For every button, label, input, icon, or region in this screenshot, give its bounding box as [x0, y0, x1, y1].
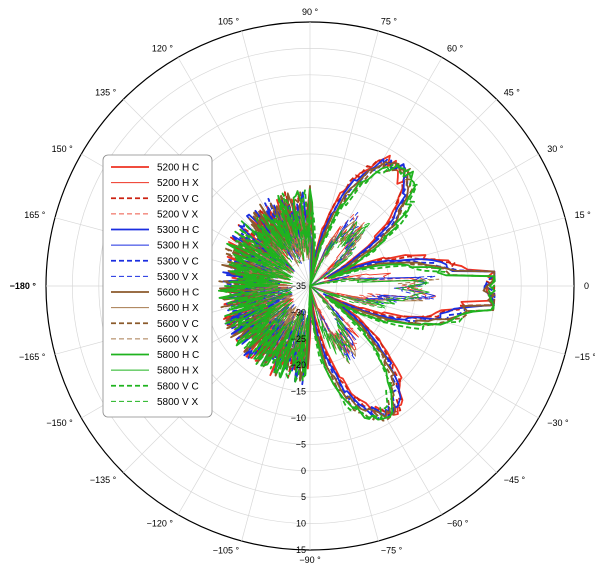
angle-tick-label: −60 °: [447, 518, 469, 528]
legend-label: 5300 H X: [157, 241, 199, 252]
angle-tick-label: −105 °: [213, 546, 240, 556]
legend-label: 5600 V C: [157, 319, 199, 330]
angle-tick-label: −180 °: [10, 281, 37, 291]
angle-tick-label: 60 °: [447, 44, 464, 54]
angle-tick-label: 30 °: [547, 144, 564, 154]
legend-label: 5300 V X: [157, 272, 198, 283]
legend-label: 5200 V C: [157, 194, 199, 205]
angle-tick-label: −150 °: [46, 418, 73, 428]
angle-tick-label: 165 °: [24, 210, 46, 220]
series-line-5800-v-x: [242, 214, 428, 363]
legend-label: 5200 H C: [157, 163, 199, 174]
angle-tick-label: −30 °: [547, 418, 569, 428]
angle-tick-label: 120 °: [152, 44, 174, 54]
legend-label: 5800 H X: [157, 366, 199, 377]
legend-label: 5800 V X: [157, 397, 198, 408]
legend: 5200 H C 5200 H X 5200 V C 5200 V X 5300 H C…: [102, 154, 213, 418]
radial-tick-label: −10: [291, 413, 306, 423]
radial-tick-label: 0: [301, 466, 306, 476]
radial-tick-label: −25: [291, 334, 306, 344]
grid-spoke: [309, 285, 443, 515]
legend-box: [102, 154, 213, 418]
radial-tick-label: −15: [291, 387, 306, 397]
legend-label: 5300 H C: [157, 225, 199, 236]
radial-tick-label: −35: [291, 281, 306, 291]
legend-label: 5800 H C: [157, 350, 199, 361]
angle-tick-label: 0: [584, 281, 589, 291]
angle-tick-label: 105 °: [218, 16, 240, 26]
grid-spoke: [309, 285, 379, 542]
grid-spoke: [309, 217, 566, 287]
angle-tick-label: 15 °: [575, 210, 592, 220]
legend-label: 5600 H X: [157, 303, 199, 314]
legend-label: 5800 V C: [157, 381, 199, 392]
angle-tick-label: −120 °: [147, 518, 174, 528]
angle-tick-label: −90 °: [299, 555, 321, 565]
angle-tick-label: 135 °: [95, 87, 117, 97]
legend-label: 5600 H C: [157, 288, 199, 299]
angle-tick-label: −165 °: [19, 352, 46, 362]
angle-tick-label: 45 °: [504, 87, 521, 97]
polar-axes: 90 ° 75 ° 60 ° 45 ° 30 ° 15 ° 0 −15 ° −30 ° −45 °…: [10, 7, 595, 565]
radial-tick-label: −30: [291, 307, 306, 317]
angle-tick-label: −45 °: [504, 475, 526, 485]
legend-label: 5600 V X: [157, 334, 198, 345]
radial-tick-label: 5: [301, 492, 306, 502]
legend-label: 5300 V C: [157, 256, 199, 267]
legend-label: 5200 H X: [157, 178, 199, 189]
radial-tick-label: −5: [296, 439, 306, 449]
angle-tick-label: −15 °: [575, 352, 595, 362]
angle-tick-label: 75 °: [381, 16, 398, 26]
angle-tick-label: 90 °: [302, 7, 319, 17]
series-line-5800-v-c: [220, 162, 496, 420]
legend-label: 5200 V X: [157, 209, 198, 220]
angle-tick-label: 150 °: [52, 144, 74, 154]
radial-tick-label: 15: [296, 545, 306, 555]
radial-tick-label: 10: [296, 519, 306, 529]
radial-tick-label: −20: [291, 360, 306, 370]
angle-tick-label: −135 °: [90, 475, 117, 485]
angle-tick-label: −75 °: [381, 546, 403, 556]
series-group: [217, 154, 496, 422]
